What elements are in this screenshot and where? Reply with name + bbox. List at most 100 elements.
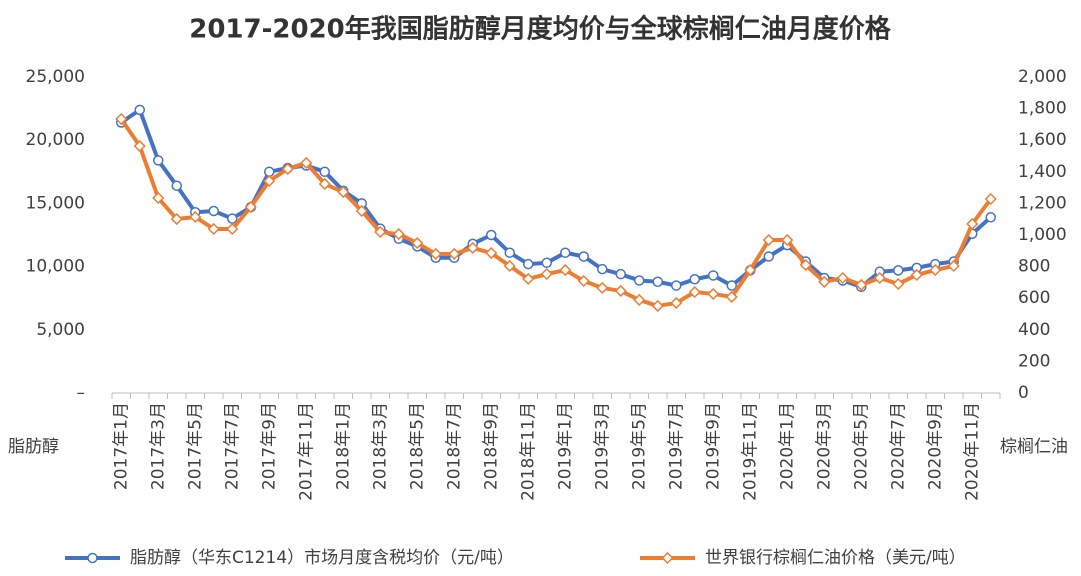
data-point	[984, 192, 997, 206]
chart-title: 2017-2020年我国脂肪醇月度均价与全球棕榈仁油月度价格	[189, 14, 892, 45]
x-tick-label: 2017年11月	[296, 402, 316, 501]
x-tick-label: 2018年1月	[333, 402, 353, 490]
x-tick-label: 2020年1月	[777, 402, 797, 490]
x-tick-label: 2018年7月	[444, 402, 464, 490]
x-tick-label: 2017年3月	[148, 402, 168, 490]
data-point	[541, 257, 552, 269]
y2-tick-label: 1,000	[1018, 225, 1067, 245]
x-tick-label: 2020年9月	[925, 402, 945, 490]
x-tick-label: 2018年3月	[370, 402, 390, 490]
data-point	[337, 185, 350, 199]
x-tick-label: 2019年9月	[703, 402, 723, 490]
y2-tick-label: 0	[1018, 383, 1029, 403]
data-point	[152, 191, 165, 205]
x-tick-label: 2017年1月	[111, 402, 131, 490]
y2-tick-label: 2,000	[1018, 67, 1067, 87]
data-point	[448, 247, 461, 261]
data-point	[133, 139, 146, 153]
x-tick-label: 2020年7月	[888, 402, 908, 490]
data-point	[300, 156, 313, 170]
data-point	[227, 213, 238, 224]
data-point	[671, 280, 682, 291]
data-point	[966, 217, 979, 231]
x-tick-label: 2019年5月	[629, 402, 649, 490]
data-point	[615, 268, 626, 280]
y2-tick-label: 1,600	[1018, 130, 1067, 150]
data-point	[855, 278, 868, 291]
data-point	[319, 166, 330, 178]
x-tick-label: 2017年9月	[259, 402, 279, 490]
data-point	[429, 247, 442, 261]
x-tick-label: 2020年11月	[962, 402, 982, 501]
x-tick-label: 2020年5月	[851, 402, 871, 490]
data-point	[281, 162, 294, 176]
data-point	[670, 296, 683, 310]
data-point	[725, 290, 738, 303]
y-axis-label: 脂肪醇	[8, 437, 59, 457]
data-point	[171, 180, 182, 191]
x-tick-label: 2018年9月	[481, 402, 501, 490]
data-point	[763, 251, 774, 262]
data-point	[522, 272, 535, 285]
y2-tick-label: 1,800	[1018, 99, 1067, 119]
data-point	[189, 210, 202, 224]
y2-tick-label: 800	[1018, 257, 1050, 277]
y-tick-label: 10,000	[26, 257, 85, 277]
data-point	[226, 222, 239, 236]
data-point	[411, 236, 424, 250]
legend-marker	[661, 551, 674, 565]
y-tick-label: –	[77, 383, 86, 403]
x-tick-label: 2019年11月	[740, 402, 760, 501]
data-point	[818, 275, 831, 288]
data-point	[744, 264, 757, 277]
x-tick-label: 2020年3月	[814, 402, 834, 490]
data-point	[263, 174, 276, 188]
data-point	[596, 281, 609, 294]
data-point	[614, 284, 627, 297]
data-point	[504, 247, 515, 258]
x-tick-label: 2017年7月	[222, 402, 242, 490]
data-point	[244, 200, 257, 214]
y-tick-label: 20,000	[26, 130, 85, 150]
data-point	[485, 246, 498, 260]
legend-marker	[87, 552, 98, 564]
data-point	[651, 299, 664, 313]
data-point	[781, 233, 794, 247]
data-point	[893, 265, 904, 276]
data-point	[985, 212, 996, 223]
y2-tick-label: 1,400	[1018, 162, 1067, 182]
data-point	[689, 273, 700, 285]
data-point	[207, 222, 220, 236]
data-point	[355, 204, 368, 218]
x-tick-label: 2017年5月	[185, 402, 205, 490]
x-tick-label: 2019年3月	[592, 402, 612, 490]
y2-tick-label: 600	[1018, 288, 1050, 308]
data-point	[708, 270, 719, 281]
data-point	[929, 264, 942, 277]
y-tick-label: 5,000	[36, 320, 85, 340]
data-point	[318, 177, 331, 191]
data-point	[707, 287, 720, 300]
data-point	[633, 293, 646, 306]
data-point	[134, 104, 145, 116]
data-point	[597, 263, 608, 275]
data-point	[486, 229, 497, 241]
data-point	[540, 267, 553, 281]
legend-label: 脂肪醇（华东C1214）市场月度含税均价（元/吨）	[130, 548, 514, 568]
data-point	[652, 276, 663, 288]
data-point	[634, 275, 645, 286]
data-point	[374, 225, 387, 239]
data-point	[947, 259, 960, 273]
data-point	[208, 205, 219, 217]
series-line	[119, 117, 993, 308]
x-tick-label: 2018年11月	[518, 402, 538, 501]
data-point	[559, 264, 572, 277]
y-tick-label: 15,000	[26, 193, 85, 213]
data-point	[392, 227, 405, 241]
x-tick-label: 2018年5月	[407, 402, 427, 490]
data-point	[799, 258, 812, 272]
data-point	[170, 212, 183, 226]
data-point	[910, 268, 923, 282]
y2-axis-label: 棕榈仁油	[1000, 437, 1068, 457]
